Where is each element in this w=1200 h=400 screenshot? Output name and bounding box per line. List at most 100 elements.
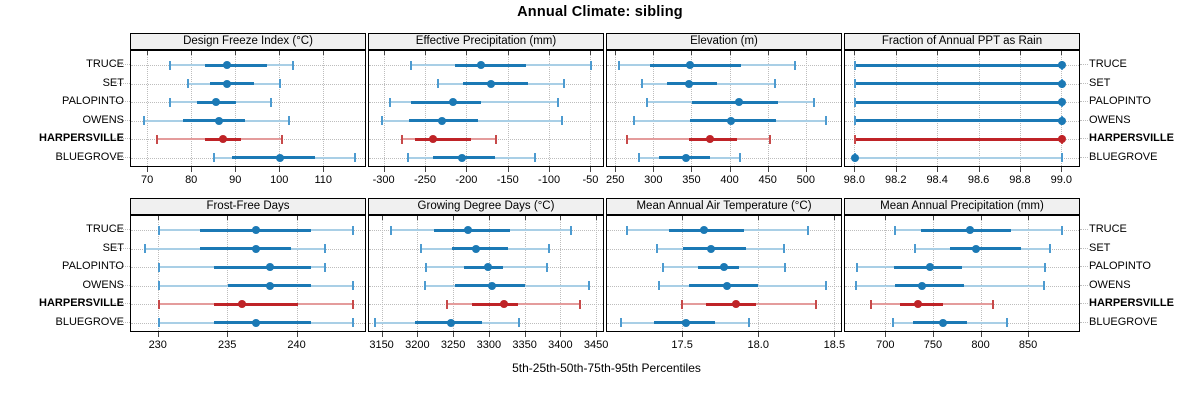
row-gridline-gutter-right: [1080, 303, 1088, 304]
whisker-cap-5th: [619, 318, 622, 327]
x-tick-label: 235: [217, 339, 237, 351]
interval-row-harpersville: [607, 216, 843, 333]
x-tick-top: [549, 51, 551, 55]
x-tick-top: [854, 51, 856, 55]
x-tick-label: 850: [1018, 339, 1038, 351]
interval-row-palopinto: [607, 216, 843, 333]
x-tick: [615, 167, 617, 172]
whisker-cap-5th: [618, 60, 621, 70]
x-tick-label: 70: [141, 174, 154, 186]
row-gridline-gutter-left: [114, 284, 130, 286]
panel-growing-degree-days-c-: [368, 215, 604, 332]
interval-row-set: [369, 216, 605, 333]
x-tick-label: 3350: [512, 339, 537, 351]
x-tick: [466, 167, 468, 172]
x-tick: [507, 167, 509, 172]
median-dot: [1058, 79, 1067, 88]
interval-row-set: [131, 216, 367, 333]
median-dot: [706, 244, 715, 253]
panel-strip-header: Fraction of Annual PPT as Rain: [844, 33, 1080, 50]
median-dot: [684, 79, 693, 88]
whisker-cap-95th: [1049, 244, 1052, 253]
whisker-cap-95th: [747, 318, 750, 327]
x-tick: [980, 332, 982, 337]
median-dot: [966, 226, 975, 234]
whisker-cap-5th: [633, 116, 636, 125]
row-gridline-gutter-left: [114, 119, 130, 121]
x-tick-label: 3300: [476, 339, 502, 351]
x-tick: [453, 332, 455, 337]
whisker-cap-5th: [155, 134, 158, 144]
median-dot: [705, 135, 714, 143]
row-gridline-gutter-left: [114, 82, 130, 84]
median-dot: [681, 153, 690, 162]
x-tick-top: [466, 51, 468, 55]
whisker-cap-5th: [157, 318, 160, 327]
interval-row-truce: [607, 216, 843, 333]
row-gridline-gutter-right: [1080, 64, 1088, 65]
interval-row-set: [845, 216, 1081, 333]
row-gridline-gutter-right: [1080, 156, 1088, 158]
row-gridline-gutter-left: [114, 266, 130, 267]
site-label-left-harpersville: HARPERSVILLE: [39, 297, 124, 309]
interval-row-harpersville: [131, 51, 367, 168]
x-tick-label: -50: [582, 174, 599, 186]
median-dot: [429, 135, 438, 143]
interval-row-harpersville: [607, 51, 843, 168]
whisker-cap-5th: [855, 262, 858, 272]
row-gridline-gutter-right: [1080, 229, 1088, 230]
panel-mean-annual-precipitation-mm-: [844, 215, 1080, 332]
median-dot: [1058, 135, 1067, 143]
whisker-cap-5th: [186, 79, 189, 88]
x-tick-label: -200: [455, 174, 478, 186]
whisker-cap-5th: [641, 79, 644, 88]
median-dot: [472, 244, 481, 253]
whisker-cap-5th: [854, 97, 857, 107]
site-label-left-palopinto: PALOPINTO: [62, 260, 124, 272]
median-dot: [214, 116, 223, 125]
panel-strip-header: Elevation (m): [606, 33, 842, 50]
x-gridline: [381, 216, 383, 331]
whisker-cap-95th: [824, 116, 827, 125]
x-gridline: [296, 216, 298, 331]
whisker-cap-95th: [292, 60, 295, 70]
whisker-cap-5th: [423, 281, 426, 290]
x-gridline: [805, 51, 807, 166]
whisker-cap-95th: [279, 79, 282, 88]
panel-strip-header: Mean Annual Air Temperature (°C): [606, 198, 842, 215]
iqr-bar-25th-75th: [855, 82, 1063, 85]
x-tick: [885, 332, 887, 337]
whisker-cap-95th: [324, 262, 327, 272]
median-dot: [219, 135, 228, 143]
x-tick-label: 18.0: [747, 339, 769, 351]
median-dot: [449, 98, 458, 106]
panel-effective-precipitation-mm-: [368, 50, 604, 167]
whisker-cap-95th: [813, 97, 816, 107]
x-tick: [596, 332, 598, 337]
x-tick: [978, 167, 980, 172]
x-tick-top: [805, 51, 807, 55]
panel-strip-header: Design Freeze Index (°C): [130, 33, 366, 50]
interval-row-truce: [131, 51, 367, 168]
x-tick-label: -100: [538, 174, 561, 186]
whisker-cap-5th: [169, 60, 172, 70]
x-tick: [1019, 167, 1021, 172]
x-tick-top: [980, 216, 982, 220]
site-label-left-truce: TRUCE: [86, 223, 124, 235]
whisker-cap-95th: [518, 318, 521, 327]
x-tick: [758, 332, 760, 337]
x-tick-top: [560, 216, 562, 220]
x-tick: [854, 167, 856, 172]
site-label-right-harpersville: HARPERSVILLE: [1089, 297, 1174, 309]
x-tick-top: [1061, 51, 1063, 55]
x-tick-top: [1028, 216, 1030, 220]
iqr-bar-25th-75th: [214, 302, 298, 306]
x-tick-top: [932, 216, 934, 220]
site-label-right-owens: OWENS: [1089, 113, 1131, 126]
whisker-cap-95th: [738, 153, 741, 162]
iqr-bar-25th-75th: [200, 247, 291, 250]
median-dot: [686, 61, 695, 69]
whisker-cap-95th: [324, 244, 327, 253]
panel-strip-header: Effective Precipitation (mm): [368, 33, 604, 50]
median-dot: [913, 300, 922, 308]
